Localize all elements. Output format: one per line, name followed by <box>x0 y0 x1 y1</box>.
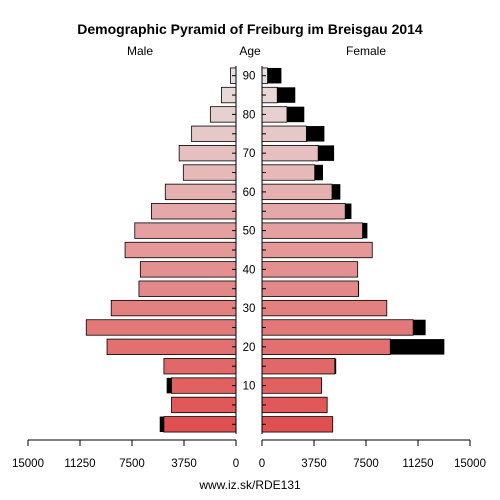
male-bar-45-49 <box>124 241 237 259</box>
female-bars <box>261 67 445 433</box>
male-bar-55-59 <box>151 203 237 220</box>
female-bar-0-4 <box>261 416 334 433</box>
female-surplus-bar-80-84 <box>286 106 305 123</box>
male-bar-65-69 <box>182 164 237 181</box>
female-bar-25-29 <box>261 319 414 336</box>
female-bar-20-24 <box>261 338 391 355</box>
male-bar-35-39 <box>138 280 237 297</box>
age-tick-label: 80 <box>243 109 256 121</box>
female-x-tick-label: 7500 <box>353 458 379 470</box>
female-bar-45-49 <box>261 241 373 259</box>
male-bar-25-29 <box>85 319 237 336</box>
male-bar-15-19 <box>163 358 237 375</box>
female-bar-10-14 <box>261 377 323 394</box>
source-label: www.iz.sk/RDE131 <box>198 478 301 492</box>
female-surplus-bar-90+ <box>267 67 282 84</box>
age-tick-label: 90 <box>243 71 256 83</box>
male-label: Male <box>127 44 153 58</box>
female-x-tick-label: 15000 <box>454 458 486 470</box>
age-tick-label: 40 <box>243 264 256 276</box>
male-bar-60-64 <box>164 183 237 201</box>
male-x-tick-label: 0 <box>233 458 239 470</box>
male-x-tick-label: 11250 <box>64 458 95 470</box>
female-surplus-bar-15-19 <box>334 358 337 374</box>
female-surplus-bar-35-39 <box>358 280 360 297</box>
male-x-tick-label: 3750 <box>171 458 197 470</box>
age-ticks: 10 20 30 40 50 60 70 80 90 <box>232 71 266 425</box>
female-bar-30-34 <box>261 299 388 317</box>
female-x-tick-label: 0 <box>259 458 265 470</box>
age-tick-label: 70 <box>243 148 256 160</box>
male-bar-50-54 <box>134 222 237 239</box>
female-bar-65-69 <box>261 164 316 181</box>
female-surplus-bar-20-24 <box>390 339 445 355</box>
female-surplus-bar-75-79 <box>306 126 325 142</box>
male-x-tick-label: 7500 <box>119 458 145 470</box>
male-bar-30-34 <box>110 299 237 317</box>
female-x-tick-label: 11250 <box>402 458 433 470</box>
male-bar-75-79 <box>191 125 237 142</box>
male-surplus-bar-10-14 <box>166 377 172 394</box>
male-bar-70-74 <box>178 145 237 162</box>
age-tick-label: 50 <box>243 226 256 238</box>
age-label: Age <box>239 44 261 58</box>
male-surplus-bar-0-4 <box>159 416 164 433</box>
female-surplus-bar-70-74 <box>318 145 335 161</box>
female-surplus-bar-65-69 <box>314 164 324 181</box>
female-x-tick-label: 3750 <box>301 458 327 470</box>
male-bar-10-14 <box>171 377 237 394</box>
x-ticks: 15000 0 11250 3750 7500 7500 3750 11250 0 15000 <box>12 440 486 470</box>
female-surplus-bar-85-89 <box>277 87 296 103</box>
female-bar-70-74 <box>261 145 319 162</box>
female-surplus-bar-60-64 <box>332 184 341 200</box>
male-bar-0-4 <box>163 416 237 433</box>
female-bar-40-44 <box>261 261 359 278</box>
female-bar-50-54 <box>261 222 363 239</box>
male-bar-40-44 <box>139 261 237 278</box>
male-x-tick-label: 15000 <box>12 458 44 470</box>
female-bar-75-79 <box>261 125 307 142</box>
male-bar-20-24 <box>106 338 237 355</box>
female-bar-5-9 <box>261 396 328 414</box>
age-tick-label: 60 <box>243 187 256 199</box>
age-tick-label: 20 <box>243 342 256 354</box>
female-label: Female <box>346 44 386 58</box>
age-tick-label: 30 <box>243 303 256 315</box>
chart-title: Demographic Pyramid of Freiburg im Breis… <box>77 21 423 37</box>
female-surplus-bar-55-59 <box>345 203 352 220</box>
female-bar-55-59 <box>261 203 346 220</box>
female-bar-15-19 <box>261 358 336 375</box>
female-surplus-bar-25-29 <box>413 319 426 336</box>
female-bar-35-39 <box>261 280 359 297</box>
female-bar-60-64 <box>261 183 333 201</box>
male-bars <box>85 67 237 433</box>
age-tick-label: 10 <box>243 381 256 393</box>
male-bar-5-9 <box>171 396 237 414</box>
female-surplus-bar-50-54 <box>362 222 368 239</box>
